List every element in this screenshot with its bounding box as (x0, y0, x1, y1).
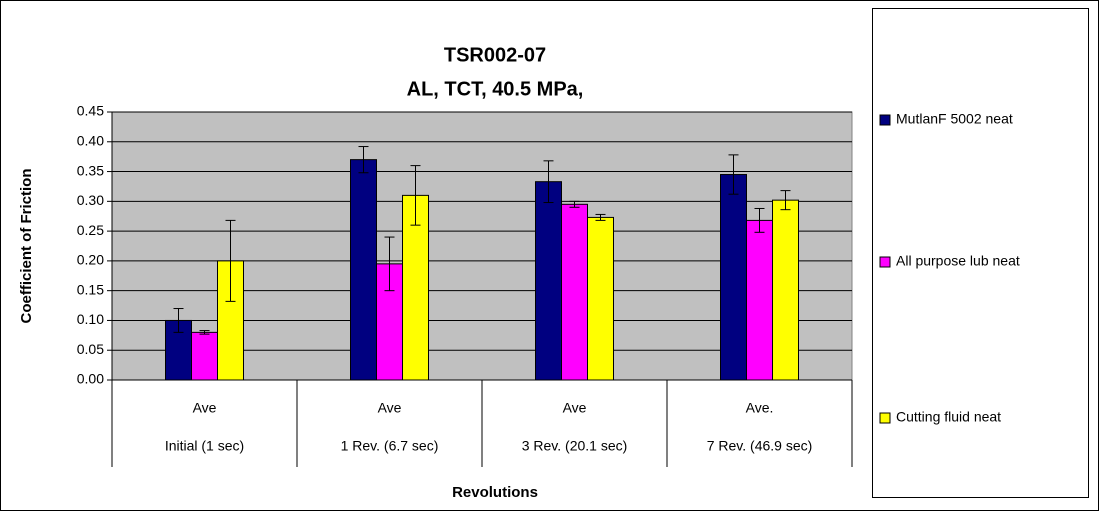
bar (587, 216, 614, 381)
bar (772, 199, 799, 381)
y-axis-label: Coefficient of Friction (18, 169, 35, 324)
y-tick-label: 0.20 (77, 252, 104, 268)
y-tick-label: 0.00 (77, 371, 104, 387)
x-tick-label: Ave. (746, 400, 774, 416)
y-tick-label: 0.40 (77, 132, 104, 148)
error-bar (728, 154, 739, 195)
x-axis-label: Revolutions (452, 484, 538, 501)
error-bar (173, 308, 184, 333)
legend-swatch (879, 256, 891, 268)
legend-box (872, 8, 1089, 498)
y-tick-label: 0.35 (77, 162, 104, 178)
y-tick-label: 0.05 (77, 341, 104, 357)
error-bar (410, 165, 421, 226)
error-bar (543, 160, 554, 204)
error-bar (754, 207, 765, 233)
bar (720, 174, 747, 381)
legend-label: All purpose lub neat (896, 253, 1020, 269)
y-tick-label: 0.45 (77, 103, 104, 119)
legend-swatch (879, 412, 891, 424)
legend-swatch (879, 114, 891, 126)
error-bar (358, 146, 369, 174)
y-tick-label: 0.15 (77, 281, 104, 297)
x-tick-label: Initial (1 sec) (165, 438, 244, 454)
y-tick-label: 0.25 (77, 222, 104, 238)
chart-title: AL, TCT, 40.5 MPa, (407, 78, 584, 100)
error-bar (384, 236, 395, 292)
x-tick-label: Ave (378, 400, 402, 416)
bar (746, 219, 773, 381)
bar (561, 203, 588, 381)
y-tick-label: 0.10 (77, 311, 104, 327)
x-tick-label: 1 Rev. (6.7 sec) (341, 438, 439, 454)
error-bar (569, 200, 580, 208)
error-bar (595, 213, 606, 221)
bar (191, 331, 218, 381)
bar (402, 194, 429, 381)
error-bar (225, 219, 236, 302)
y-tick-label: 0.30 (77, 192, 104, 208)
x-tick-label: 7 Rev. (46.9 sec) (707, 438, 813, 454)
legend-label: Cutting fluid neat (896, 409, 1001, 425)
bar (535, 181, 562, 381)
x-tick-label: 3 Rev. (20.1 sec) (522, 438, 628, 454)
error-bar (780, 190, 791, 211)
bar (350, 159, 377, 381)
x-tick-label: Ave (563, 400, 587, 416)
error-bar (199, 330, 210, 335)
legend-label: MutlanF 5002 neat (896, 111, 1013, 127)
chart-title: TSR002-07 (444, 44, 546, 66)
x-tick-label: Ave (193, 400, 217, 416)
